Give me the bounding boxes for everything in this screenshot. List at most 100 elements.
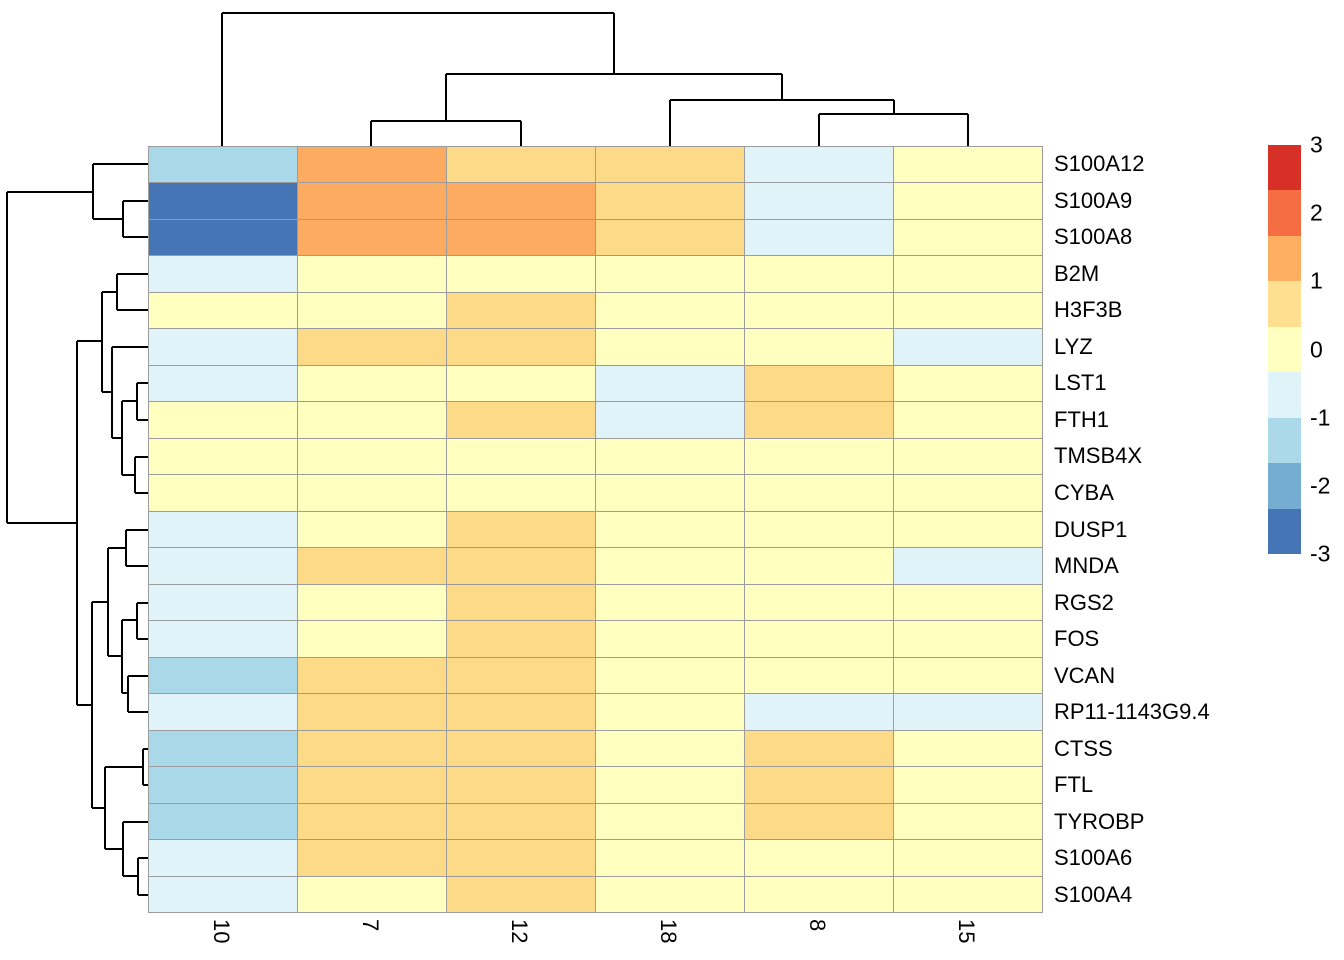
row-label: LYZ bbox=[1054, 333, 1093, 359]
heatmap-cell bbox=[745, 730, 893, 767]
heatmap-cell bbox=[745, 292, 893, 329]
heatmap-cell bbox=[298, 292, 446, 329]
heatmap-cell bbox=[447, 256, 595, 292]
row-label: CYBA bbox=[1054, 479, 1114, 505]
heatmap-cell bbox=[894, 292, 1042, 329]
heatmap-cell bbox=[745, 438, 893, 475]
heatmap-cell bbox=[894, 183, 1042, 219]
legend-color-block bbox=[1268, 463, 1301, 510]
row-label: B2M bbox=[1054, 260, 1100, 286]
heatmap-cell bbox=[745, 402, 893, 438]
heatmap-cell bbox=[149, 803, 297, 840]
heatmap-cell bbox=[745, 876, 893, 912]
heatmap-cell bbox=[447, 876, 595, 912]
heatmap-cell bbox=[596, 548, 744, 584]
heatmap-cell bbox=[596, 584, 744, 621]
heatmap-cell bbox=[447, 365, 595, 402]
heatmap-cell bbox=[298, 621, 446, 657]
heatmap-cell bbox=[149, 548, 297, 584]
heatmap-cell bbox=[149, 329, 297, 365]
heatmap-cell bbox=[447, 438, 595, 475]
legend-color-block bbox=[1268, 281, 1301, 328]
row-label: TYROBP bbox=[1054, 808, 1145, 834]
heatmap-cell bbox=[596, 767, 744, 803]
heatmap-cell bbox=[298, 219, 446, 256]
legend-color-block bbox=[1268, 508, 1301, 555]
heatmap-cell bbox=[298, 694, 446, 730]
heatmap-cell bbox=[298, 584, 446, 621]
row-label: S100A8 bbox=[1054, 224, 1133, 250]
heatmap-cell bbox=[149, 256, 297, 292]
heatmap-cell bbox=[894, 147, 1042, 183]
heatmap-cell bbox=[596, 621, 744, 657]
row-label: FTL bbox=[1054, 772, 1094, 798]
heatmap-cell bbox=[894, 730, 1042, 767]
heatmap-cell bbox=[447, 147, 595, 183]
heatmap-cell bbox=[149, 730, 297, 767]
heatmap-cell bbox=[149, 767, 297, 803]
heatmap-cell bbox=[745, 548, 893, 584]
heatmap-cell bbox=[298, 183, 446, 219]
heatmap-cell bbox=[596, 292, 744, 329]
heatmap-cell bbox=[149, 840, 297, 876]
legend-tick-label: -1 bbox=[1310, 404, 1331, 431]
heatmap-cell bbox=[149, 147, 297, 183]
heatmap-cell bbox=[745, 475, 893, 511]
heatmap-cell bbox=[149, 621, 297, 657]
heatmap-cell bbox=[447, 803, 595, 840]
heatmap-cell bbox=[149, 292, 297, 329]
heatmap-cell bbox=[149, 475, 297, 511]
heatmap-cell bbox=[447, 767, 595, 803]
heatmap-cell bbox=[149, 876, 297, 912]
legend-tick-label: 3 bbox=[1310, 131, 1323, 158]
heatmap-cell bbox=[447, 219, 595, 256]
row-label: RGS2 bbox=[1054, 589, 1114, 615]
heatmap-cell bbox=[596, 511, 744, 548]
heatmap-cell bbox=[894, 256, 1042, 292]
heatmap-cell bbox=[447, 475, 595, 511]
heatmap-cell bbox=[447, 621, 595, 657]
heatmap-cell bbox=[745, 183, 893, 219]
heatmap-cell bbox=[894, 621, 1042, 657]
row-label: S100A6 bbox=[1054, 845, 1133, 871]
column-label: 18 bbox=[656, 919, 682, 944]
heatmap-cell bbox=[596, 183, 744, 219]
legend-color-block bbox=[1268, 326, 1301, 373]
heatmap-cell bbox=[745, 840, 893, 876]
heatmap-cell bbox=[745, 365, 893, 402]
heatmap-cell bbox=[894, 694, 1042, 730]
heatmap-cell bbox=[745, 219, 893, 256]
heatmap-cell bbox=[447, 183, 595, 219]
heatmap-cell bbox=[745, 584, 893, 621]
heatmap-cell bbox=[596, 475, 744, 511]
heatmap-cell bbox=[298, 840, 446, 876]
heatmap-cell bbox=[298, 657, 446, 694]
legend-color-block bbox=[1268, 145, 1301, 191]
heatmap-cell bbox=[447, 402, 595, 438]
row-dendrogram bbox=[6, 163, 148, 896]
heatmap-cell bbox=[298, 730, 446, 767]
heatmap-cell bbox=[894, 803, 1042, 840]
heatmap-cell bbox=[596, 365, 744, 402]
heatmap-cell bbox=[745, 256, 893, 292]
heatmap-cell bbox=[298, 438, 446, 475]
legend-color-block bbox=[1268, 190, 1301, 237]
heatmap-grid bbox=[148, 146, 1043, 913]
heatmap-cell bbox=[149, 365, 297, 402]
row-label: LST1 bbox=[1054, 370, 1107, 396]
row-label: S100A4 bbox=[1054, 881, 1133, 907]
legend-tick-label: 0 bbox=[1310, 336, 1323, 362]
row-label: CTSS bbox=[1054, 735, 1113, 761]
row-label: RP11-1143G9.4 bbox=[1054, 699, 1210, 725]
heatmap-cell bbox=[596, 657, 744, 694]
heatmap-cell bbox=[447, 548, 595, 584]
row-label: S100A12 bbox=[1054, 151, 1145, 177]
heatmap-cell bbox=[149, 438, 297, 475]
heatmap-cell bbox=[894, 657, 1042, 694]
column-label: 8 bbox=[805, 919, 831, 932]
column-dendrogram bbox=[221, 12, 969, 146]
heatmap-cell bbox=[447, 694, 595, 730]
row-label: FTH1 bbox=[1054, 406, 1109, 432]
